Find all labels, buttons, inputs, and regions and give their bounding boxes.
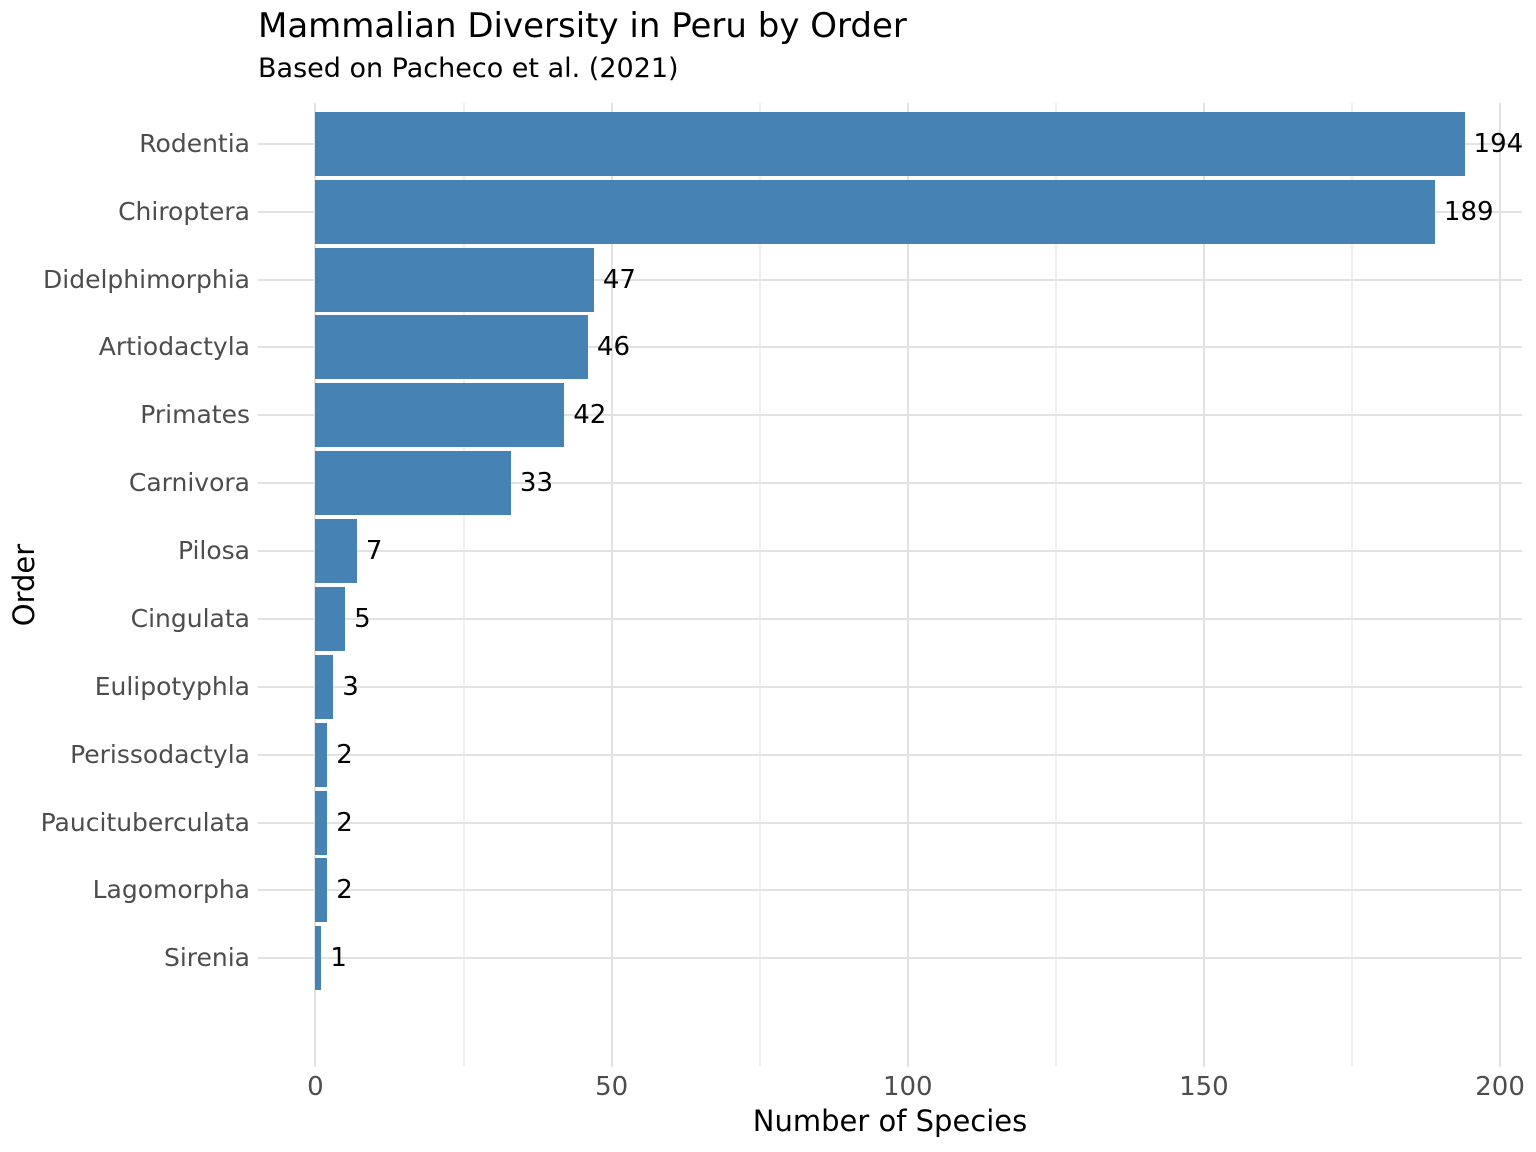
bar-rodentia	[315, 111, 1465, 176]
bar-perissodactyla	[315, 722, 328, 787]
gridline-horizontal-major	[258, 346, 1522, 349]
y-tick-label-rodentia: Rodentia	[139, 128, 250, 158]
y-tick-label-primates: Primates	[140, 400, 250, 430]
y-tick-label-sirenia: Sirenia	[163, 943, 250, 973]
y-tick-label-cingulata: Cingulata	[130, 603, 250, 633]
bar-didelphimorphia	[315, 247, 594, 312]
gridline-horizontal-major	[258, 482, 1522, 485]
bar-primates	[315, 383, 565, 448]
gridline-vertical-major	[314, 103, 317, 1067]
bar-sirenia	[315, 926, 322, 991]
y-tick-label-paucituberculata: Paucituberculata	[40, 807, 250, 837]
bar-eulipotyphla	[315, 654, 334, 719]
gridline-vertical-major	[906, 103, 909, 1067]
value-label-lagomorpha: 2	[336, 875, 353, 906]
x-tick-label-50: 50	[595, 1072, 629, 1102]
value-label-perissodactyla: 2	[336, 739, 353, 770]
gridline-horizontal-major	[258, 617, 1522, 620]
gridline-horizontal-major	[258, 550, 1522, 553]
value-label-rodentia: 194	[1473, 128, 1524, 159]
gridline-horizontal-major	[258, 414, 1522, 417]
value-label-sirenia: 1	[330, 943, 347, 974]
gridline-vertical-major	[610, 103, 613, 1067]
y-tick-label-lagomorpha: Lagomorpha	[92, 875, 250, 905]
y-tick-label-artiodactyla: Artiodactyla	[98, 332, 250, 362]
chart-subtitle: Based on Pacheco et al. (2021)	[258, 53, 679, 84]
y-tick-label-carnivora: Carnivora	[128, 468, 250, 498]
x-axis-title: Number of Species	[752, 1104, 1028, 1138]
value-label-chiroptera: 189	[1443, 196, 1494, 227]
y-tick-label-perissodactyla: Perissodactyla	[70, 739, 250, 769]
bar-artiodactyla	[315, 315, 588, 380]
gridline-vertical-minor	[1351, 103, 1353, 1067]
bar-cingulata	[315, 586, 346, 651]
bar-lagomorpha	[315, 858, 328, 923]
gridline-horizontal-major	[258, 957, 1522, 960]
bar-pilosa	[315, 519, 357, 584]
bar-chiroptera	[315, 179, 1435, 244]
value-label-pilosa: 7	[365, 536, 383, 567]
x-tick-label-200: 200	[1475, 1072, 1525, 1102]
gridline-horizontal-major	[258, 889, 1522, 892]
y-axis-tick-labels: Rodentia Chiroptera Didelphimorphia Artioda…	[0, 103, 250, 1067]
bar-carnivora	[315, 451, 511, 516]
y-tick-label-chiroptera: Chiroptera	[118, 196, 250, 226]
x-tick-label-0: 0	[307, 1072, 324, 1102]
x-axis-tick-labels: 0 50 100 150 200	[0, 1072, 1536, 1106]
y-tick-label-pilosa: Pilosa	[177, 536, 250, 566]
gridline-vertical-minor	[758, 103, 761, 1067]
gridline-horizontal-major	[258, 821, 1522, 824]
gridline-vertical-minor	[1054, 103, 1057, 1067]
value-label-paucituberculata: 2	[336, 807, 353, 838]
gridline-vertical-minor	[462, 103, 465, 1067]
value-label-artiodactyla: 46	[596, 332, 630, 363]
value-label-primates: 42	[573, 400, 607, 431]
x-tick-label-150: 150	[1179, 1072, 1229, 1102]
plot-panel: 194 189 47 46 42 33 7 5 3 2 2 2 1	[258, 103, 1524, 1067]
gridline-horizontal-major	[258, 278, 1522, 281]
value-label-eulipotyphla: 3	[342, 671, 359, 702]
gridline-horizontal-major	[258, 685, 1522, 688]
y-tick-label-eulipotyphla: Eulipotyphla	[94, 671, 250, 701]
chart-title: Mammalian Diversity in Peru by Order	[258, 6, 907, 46]
y-tick-label-didelphimorphia: Didelphimorphia	[43, 264, 250, 294]
gridline-vertical-major	[1499, 103, 1502, 1067]
x-tick-label-100: 100	[882, 1072, 933, 1102]
gridline-horizontal-major	[258, 753, 1522, 756]
bar-paucituberculata	[315, 790, 328, 855]
value-label-carnivora: 33	[519, 468, 553, 499]
value-label-cingulata: 5	[354, 603, 371, 634]
value-label-didelphimorphia: 47	[602, 264, 636, 295]
gridline-vertical-major	[1202, 103, 1205, 1067]
